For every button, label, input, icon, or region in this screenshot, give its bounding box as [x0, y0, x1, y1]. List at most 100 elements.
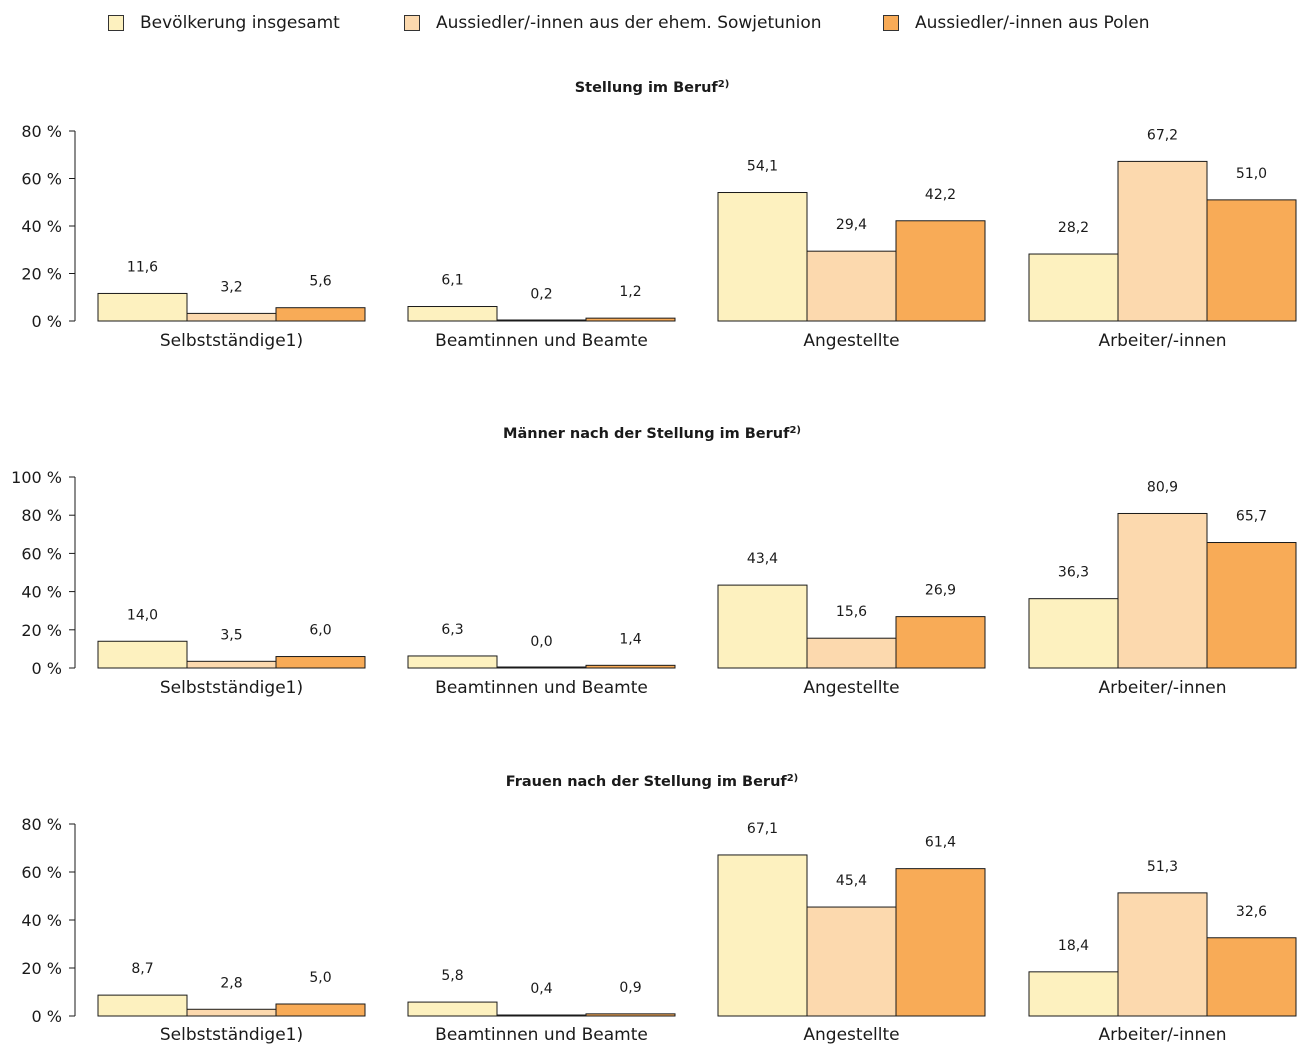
bar-angestellte-sowjetunion [806, 906, 897, 1017]
bar-arbeiter-bevoelkerung [1028, 598, 1119, 669]
y-tick-label: 20 % [21, 621, 62, 640]
bar-angestellte-sowjetunion [806, 250, 897, 322]
bar-selbststaendige-polen [275, 1003, 366, 1017]
panel-title: Frauen nach der Stellung im Beruf2) [506, 773, 798, 790]
bar-arbeiter-polen [1206, 199, 1297, 322]
panel-title: Männer nach der Stellung im Beruf2) [503, 425, 801, 442]
bar-arbeiter-sowjetunion [1117, 160, 1208, 322]
bar-angestellte-bevoelkerung [717, 854, 808, 1017]
bar-angestellte-polen [895, 868, 986, 1017]
bar-arbeiter-bevoelkerung [1028, 253, 1119, 322]
value-label: 0,9 [619, 980, 641, 996]
category-label-arbeiter: Arbeiter/-innen [1098, 678, 1226, 698]
value-label: 6,1 [441, 273, 463, 289]
category-label-arbeiter: Arbeiter/-innen [1098, 1025, 1226, 1045]
value-label: 28,2 [1058, 220, 1089, 236]
bar-selbststaendige-bevoelkerung [97, 994, 188, 1017]
bar-selbststaendige-bevoelkerung [97, 292, 188, 322]
value-label: 0,4 [530, 981, 552, 997]
value-label: 8,7 [131, 961, 153, 977]
bar-angestellte-polen [895, 220, 986, 322]
value-label: 61,4 [925, 835, 956, 851]
category-label-beamte: Beamtinnen und Beamte [435, 1025, 648, 1045]
value-label: 5,6 [309, 274, 331, 290]
category-label-angestellte: Angestellte [803, 331, 899, 351]
value-label: 45,4 [836, 873, 867, 889]
value-label: 26,9 [925, 583, 956, 599]
bar-arbeiter-polen [1206, 937, 1297, 1017]
panel-title: Stellung im Beruf2) [575, 79, 730, 96]
bar-beamte-bevoelkerung [407, 306, 498, 322]
category-label-arbeiter: Arbeiter/-innen [1098, 331, 1226, 351]
value-label: 5,8 [441, 968, 463, 984]
y-tick-label: 60 % [21, 863, 62, 882]
y-tick-label: 80 % [21, 506, 62, 525]
bar-selbststaendige-sowjetunion [186, 660, 277, 669]
legend-item-sowjetunion: Aussiedler/-innen aus der ehem. Sowjetun… [404, 13, 822, 33]
value-label: 1,2 [619, 284, 641, 300]
value-label: 14,0 [127, 607, 158, 623]
bar-beamte-sowjetunion [496, 319, 587, 322]
value-label: 29,4 [836, 217, 867, 233]
y-tick-label: 0 % [32, 659, 62, 678]
value-label: 36,3 [1058, 565, 1089, 581]
category-label-selbststaendige: Selbstständige1) [160, 1025, 303, 1045]
y-tick-label: 60 % [21, 170, 62, 189]
legend-label-polen: Aussiedler/-innen aus Polen [915, 13, 1150, 33]
y-tick-label: 40 % [21, 911, 62, 930]
value-label: 67,2 [1147, 127, 1178, 143]
value-label: 6,3 [441, 622, 463, 638]
category-label-angestellte: Angestellte [803, 678, 899, 698]
value-label: 5,0 [309, 970, 331, 986]
bar-beamte-polen [585, 317, 676, 322]
bar-arbeiter-polen [1206, 542, 1297, 669]
value-label: 0,2 [530, 287, 552, 303]
value-label: 3,2 [220, 279, 242, 295]
category-label-selbststaendige: Selbstständige1) [160, 331, 303, 351]
value-label: 6,0 [309, 623, 331, 639]
value-label: 67,1 [747, 821, 778, 837]
category-label-beamte: Beamtinnen und Beamte [435, 678, 648, 698]
category-label-angestellte: Angestellte [803, 1025, 899, 1045]
value-label: 51,3 [1147, 859, 1178, 875]
bar-beamte-sowjetunion [496, 666, 587, 669]
value-label: 1,4 [619, 631, 641, 647]
bar-beamte-polen [585, 1013, 676, 1017]
y-tick-label: 80 % [21, 122, 62, 141]
bar-angestellte-polen [895, 616, 986, 669]
value-label: 3,5 [220, 627, 242, 643]
bar-selbststaendige-bevoelkerung [97, 640, 188, 669]
bar-beamte-sowjetunion [496, 1014, 587, 1017]
value-label: 2,8 [220, 975, 242, 991]
bar-selbststaendige-sowjetunion [186, 312, 277, 322]
value-label: 65,7 [1236, 509, 1267, 525]
legend-label-bevoelkerung: Bevölkerung insgesamt [140, 13, 340, 33]
value-label: 43,4 [747, 551, 778, 567]
value-label: 18,4 [1058, 938, 1089, 954]
bar-beamte-bevoelkerung [407, 1001, 498, 1017]
value-label: 51,0 [1236, 166, 1267, 182]
legend-swatch-polen [883, 15, 899, 31]
y-tick-label: 20 % [21, 959, 62, 978]
y-tick-label: 60 % [21, 544, 62, 563]
bar-beamte-polen [585, 664, 676, 669]
y-tick-label: 80 % [21, 815, 62, 834]
value-label: 80,9 [1147, 479, 1178, 495]
bar-selbststaendige-polen [275, 307, 366, 322]
bar-selbststaendige-sowjetunion [186, 1008, 277, 1017]
bar-arbeiter-sowjetunion [1117, 892, 1208, 1017]
bar-arbeiter-bevoelkerung [1028, 971, 1119, 1017]
y-tick-label: 40 % [21, 583, 62, 602]
chart-legend: Bevölkerung insgesamt Aussiedler/-innen … [0, 0, 1304, 46]
value-label: 15,6 [836, 604, 867, 620]
legend-item-bevoelkerung: Bevölkerung insgesamt [108, 13, 340, 33]
value-label: 54,1 [747, 159, 778, 175]
y-tick-label: 0 % [32, 1007, 62, 1026]
y-tick-label: 40 % [21, 217, 62, 236]
y-tick-label: 20 % [21, 265, 62, 284]
category-label-selbststaendige: Selbstständige1) [160, 678, 303, 698]
value-label: 32,6 [1236, 904, 1267, 920]
bar-selbststaendige-polen [275, 656, 366, 669]
bar-arbeiter-sowjetunion [1117, 512, 1208, 669]
value-label: 42,2 [925, 187, 956, 203]
